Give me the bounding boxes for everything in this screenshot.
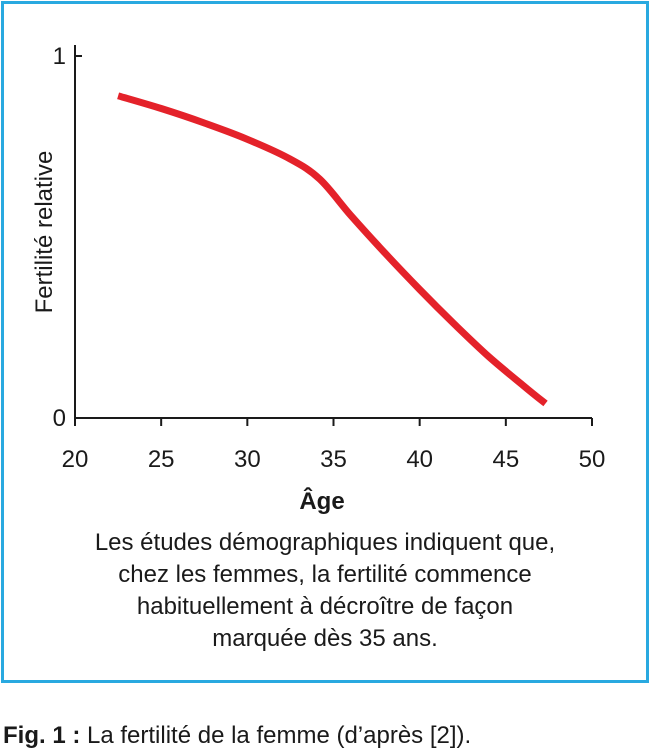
x-tick-label: 45 bbox=[492, 446, 519, 473]
x-tick-label: 50 bbox=[579, 446, 606, 473]
x-tick-label: 35 bbox=[320, 446, 347, 473]
x-ticks: 20 25 30 35 40 45 50 bbox=[62, 418, 606, 473]
chart-caption: Les études démographiques indiquent que,… bbox=[0, 527, 650, 655]
figure-number: Fig. 1 : bbox=[3, 722, 81, 749]
caption-line: chez les femmes, la fertilité commence bbox=[118, 561, 532, 588]
y-tick-label: 1 bbox=[53, 43, 66, 70]
x-tick-label: 20 bbox=[62, 446, 89, 473]
x-tick-label: 30 bbox=[234, 446, 261, 473]
x-tick-label: 40 bbox=[406, 446, 433, 473]
caption-line: Les études démographiques indiquent que, bbox=[94, 529, 556, 556]
figure-frame bbox=[1, 1, 649, 683]
x-tick-label: 25 bbox=[148, 446, 175, 473]
y-axis-label: Fertilité relative bbox=[31, 151, 58, 314]
caption-line: marquée dès 35 ans. bbox=[212, 625, 438, 652]
y-ticks: 01 bbox=[53, 43, 82, 432]
series-line-fertility bbox=[117, 92, 548, 407]
y-tick-label: 0 bbox=[53, 405, 66, 432]
caption-line: habituellement à décroître de façon bbox=[136, 593, 514, 620]
x-axis-label: Âge bbox=[299, 487, 344, 515]
figure-label: Fig. 1 : La fertilité de la femme (d’apr… bbox=[3, 722, 471, 750]
figure-title: La fertilité de la femme (d’après [2]). bbox=[80, 722, 472, 749]
fertility-chart: 20 25 30 35 40 45 50 01 Âge Fertilité relative bbox=[31, 43, 606, 515]
